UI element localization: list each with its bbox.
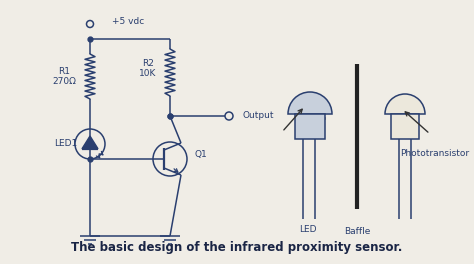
Text: Baffle: Baffle <box>344 228 371 237</box>
Text: The basic design of the infrared proximity sensor.: The basic design of the infrared proximi… <box>71 241 403 254</box>
Text: R2
10K: R2 10K <box>139 59 157 78</box>
Wedge shape <box>385 94 425 114</box>
Text: Q1: Q1 <box>195 149 208 158</box>
Bar <box>391 114 419 139</box>
Bar <box>295 114 325 139</box>
Text: LED1: LED1 <box>55 139 78 148</box>
Wedge shape <box>288 92 332 114</box>
Text: Output: Output <box>243 111 274 120</box>
Text: LED: LED <box>299 224 317 233</box>
Text: R1
270Ω: R1 270Ω <box>52 67 76 86</box>
Text: Phototransistor: Phototransistor <box>401 149 470 158</box>
Text: +5 vdc: +5 vdc <box>112 16 144 26</box>
Polygon shape <box>82 136 98 149</box>
